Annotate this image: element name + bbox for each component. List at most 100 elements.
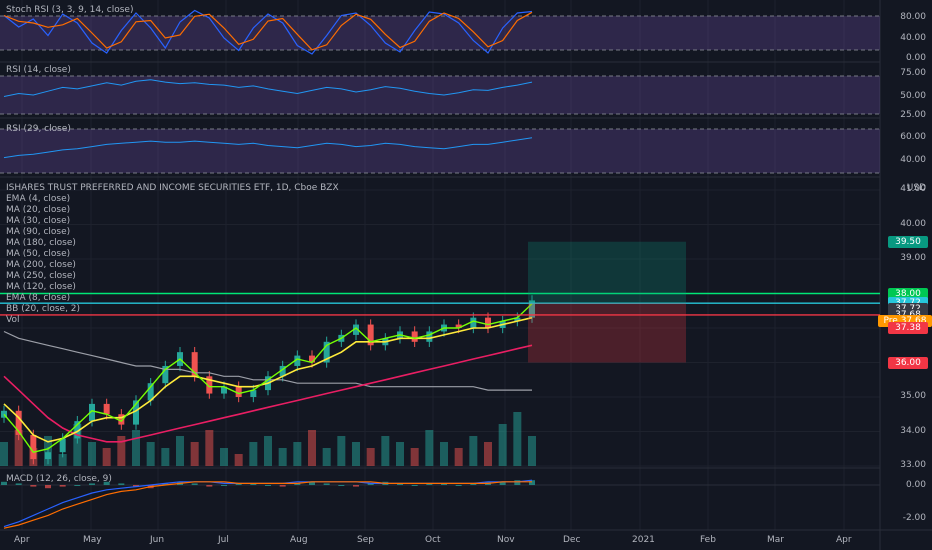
time-tick-label: Nov xyxy=(497,535,515,545)
volume-bar xyxy=(454,448,463,466)
candle-body xyxy=(15,410,22,435)
legend-ma200[interactable]: MA (200, close) xyxy=(6,260,76,270)
stoch-rsi-title[interactable]: Stoch RSI (3, 3, 9, 14, close) xyxy=(6,5,134,15)
stoch-ytick: 40.00 xyxy=(900,33,926,43)
macd-histogram-bar xyxy=(59,485,66,487)
volume-bar xyxy=(220,448,228,466)
macd-histogram-bar xyxy=(74,485,81,486)
time-tick-label: Oct xyxy=(425,535,441,545)
macd-histogram-bar xyxy=(30,485,37,487)
candle-body xyxy=(118,414,125,425)
volume-bar xyxy=(278,448,287,466)
macd-histogram-bar xyxy=(397,483,403,485)
time-tick-label: Feb xyxy=(700,535,716,545)
legend-ma120[interactable]: MA (120, close) xyxy=(6,282,76,292)
macd-histogram-bar xyxy=(191,483,198,485)
candle-body xyxy=(235,386,242,397)
macd-histogram-bar xyxy=(470,483,477,485)
legend-ma250[interactable]: MA (250, close) xyxy=(6,271,76,281)
price-tick-label: 33.00 xyxy=(900,460,926,470)
legend-ema8[interactable]: EMA (8, close) xyxy=(6,293,71,303)
legend-ma90[interactable]: MA (90, close) xyxy=(6,227,71,237)
candle-body xyxy=(294,355,301,366)
rsi29-line xyxy=(3,137,533,159)
price-tick-label: 35.00 xyxy=(900,391,926,401)
ma20-line xyxy=(3,316,533,443)
candle-body xyxy=(103,403,110,415)
volume-bar xyxy=(498,424,507,466)
candle-body xyxy=(323,341,330,363)
stoch-ytick: 80.00 xyxy=(900,12,926,22)
volume-bar xyxy=(396,442,404,466)
volume-bar xyxy=(484,442,492,466)
volume-bar xyxy=(176,436,184,466)
candle-body xyxy=(529,300,535,318)
price-tag: 36.00 xyxy=(888,356,928,369)
macd-histogram-bar xyxy=(235,483,242,485)
stoch-rsi-band xyxy=(0,16,880,50)
legend-ma50[interactable]: MA (50, close) xyxy=(6,249,71,259)
volume-bar xyxy=(205,430,214,466)
legend-ma180[interactable]: MA (180, close) xyxy=(6,238,76,248)
macd-histogram-bar xyxy=(133,485,139,487)
legend-vol[interactable]: Vol xyxy=(6,315,20,325)
volume-bar xyxy=(190,442,199,466)
time-tick-label: Apr xyxy=(836,535,852,545)
volume-bar xyxy=(234,454,243,466)
macd-histogram-bar xyxy=(353,485,359,487)
volume-bar xyxy=(322,448,331,466)
candle-body xyxy=(191,352,198,377)
candle-body xyxy=(147,383,154,401)
symbol-title[interactable]: ISHARES TRUST PREFERRED AND INCOME SECUR… xyxy=(6,183,339,193)
candle-body xyxy=(59,438,66,453)
candle-body xyxy=(162,365,169,384)
legend-ma20[interactable]: MA (20, close) xyxy=(6,205,71,215)
candle-body xyxy=(485,317,491,328)
candle-body xyxy=(426,331,433,342)
volume-bar xyxy=(0,442,8,466)
rsi14-title[interactable]: RSI (14, close) xyxy=(6,65,71,75)
rsi14-ytick: 75.00 xyxy=(900,68,926,78)
volume-bar xyxy=(249,442,258,466)
volume-bar xyxy=(132,430,140,466)
premarket-label: Pre xyxy=(884,316,901,326)
time-tick-label: 2021 xyxy=(632,535,655,545)
candle-body xyxy=(470,317,477,328)
time-tick-label: Mar xyxy=(767,535,784,545)
time-tick-label: Jun xyxy=(150,535,165,545)
macd-histogram-bar xyxy=(15,483,22,485)
candle-body xyxy=(353,324,359,335)
price-tag: 37.38 xyxy=(888,322,928,334)
volume-bar xyxy=(440,442,448,466)
macd-ytick: -2.00 xyxy=(902,513,926,523)
macd-histogram-bar xyxy=(45,485,51,489)
price-tag: 38.00 xyxy=(888,287,928,300)
main-legend: ISHARES TRUST PREFERRED AND INCOME SECUR… xyxy=(6,183,339,326)
macd-histogram-bar xyxy=(367,483,374,485)
volume-bar xyxy=(381,436,390,466)
volume-bar xyxy=(58,454,67,466)
macd-histogram-bar xyxy=(1,481,7,485)
candle-body xyxy=(133,400,139,425)
macd-histogram-bar xyxy=(265,485,271,486)
volume-bar xyxy=(102,448,111,466)
price-tick-label: 39.00 xyxy=(900,253,926,263)
volume-bar xyxy=(352,442,360,466)
rsi14-line xyxy=(3,79,533,97)
price-tick-label: 34.00 xyxy=(900,425,926,436)
macd-histogram-bar xyxy=(309,481,315,485)
legend-ma30[interactable]: MA (30, close) xyxy=(6,216,71,226)
volume-bar xyxy=(528,436,536,466)
macd-title[interactable]: MACD (12, 26, close, 9) xyxy=(6,474,112,484)
macd-histogram-bar xyxy=(514,480,521,485)
volume-bar xyxy=(73,424,82,466)
candle-body xyxy=(455,324,462,328)
rsi29-ytick: 40.00 xyxy=(900,155,926,165)
rsi29-title[interactable]: RSI (29, close) xyxy=(6,124,71,134)
legend-ema4[interactable]: EMA (4, close) xyxy=(6,194,71,204)
macd-histogram-bar xyxy=(499,481,506,485)
legend-bb[interactable]: BB (20, close, 2) xyxy=(6,304,81,314)
price-tick-label: 41.00 xyxy=(900,184,926,194)
macd-ytick: 0.00 xyxy=(905,480,926,490)
